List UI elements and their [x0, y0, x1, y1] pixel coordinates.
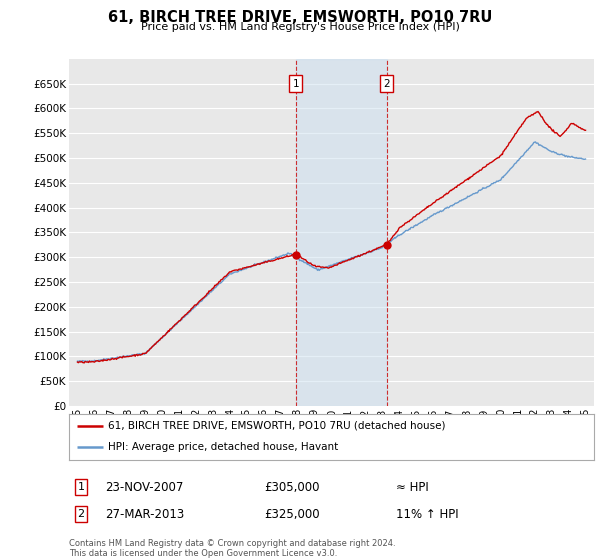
Text: 11% ↑ HPI: 11% ↑ HPI [396, 507, 458, 521]
Text: £305,000: £305,000 [264, 480, 320, 494]
Bar [296, 59, 386, 406]
Text: £325,000: £325,000 [264, 507, 320, 521]
Text: 2: 2 [383, 78, 390, 88]
Text: Price paid vs. HM Land Registry's House Price Index (HPI): Price paid vs. HM Land Registry's House … [140, 22, 460, 32]
Text: ≈ HPI: ≈ HPI [396, 480, 429, 494]
Text: This data is licensed under the Open Government Licence v3.0.: This data is licensed under the Open Gov… [69, 549, 337, 558]
Text: 1: 1 [77, 482, 85, 492]
Text: HPI: Average price, detached house, Havant: HPI: Average price, detached house, Hava… [109, 442, 338, 452]
Text: 61, BIRCH TREE DRIVE, EMSWORTH, PO10 7RU: 61, BIRCH TREE DRIVE, EMSWORTH, PO10 7RU [108, 10, 492, 25]
Text: 61, BIRCH TREE DRIVE, EMSWORTH, PO10 7RU (detached house): 61, BIRCH TREE DRIVE, EMSWORTH, PO10 7RU… [109, 421, 446, 431]
Text: 2: 2 [77, 509, 85, 519]
Text: 1: 1 [293, 78, 299, 88]
Text: 23-NOV-2007: 23-NOV-2007 [105, 480, 184, 494]
Text: Contains HM Land Registry data © Crown copyright and database right 2024.: Contains HM Land Registry data © Crown c… [69, 539, 395, 548]
Text: 27-MAR-2013: 27-MAR-2013 [105, 507, 184, 521]
